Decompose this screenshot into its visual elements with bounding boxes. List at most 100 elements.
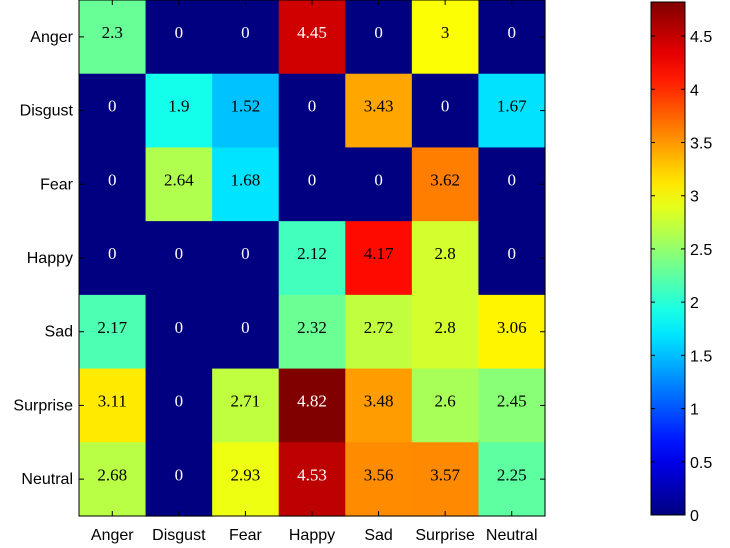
heatmap-cell-fear-neutral bbox=[478, 147, 546, 222]
heatmap-cell-happy-disgust bbox=[145, 221, 213, 296]
cell-value-label: 2.71 bbox=[231, 392, 261, 411]
heatmap-cell-surprise-sad bbox=[345, 368, 413, 443]
cell-value-label: 0 bbox=[308, 97, 317, 116]
cell-value-label: 0 bbox=[374, 170, 383, 189]
heatmap-cell-fear-anger bbox=[79, 147, 147, 222]
colorbar-tick-label: 4.5 bbox=[690, 29, 712, 46]
heatmap-cell-fear-fear bbox=[212, 147, 280, 222]
x-tick-label-happy: Happy bbox=[289, 527, 335, 544]
cell-value-label: 2.72 bbox=[364, 318, 394, 337]
heatmap-cell-anger-sad bbox=[345, 0, 413, 75]
heatmap-cell-happy-fear bbox=[212, 221, 280, 296]
cell-value-label: 0 bbox=[175, 244, 184, 263]
cell-value-label: 0 bbox=[507, 244, 516, 263]
y-tick-label-anger: Anger bbox=[30, 29, 73, 46]
cell-value-label: 0 bbox=[108, 170, 117, 189]
cell-value-label: 0 bbox=[175, 23, 184, 42]
cell-value-label: 3.57 bbox=[430, 465, 460, 484]
cell-value-label: 0 bbox=[241, 318, 250, 337]
heatmap-cell-happy-surprise bbox=[411, 221, 480, 296]
cell-value-label: 4.53 bbox=[297, 465, 327, 484]
heatmap-cell-sad-fear bbox=[212, 294, 280, 370]
cell-value-label: 3.06 bbox=[497, 318, 527, 337]
cell-value-label: 0 bbox=[507, 23, 516, 42]
cell-value-label: 1.68 bbox=[231, 170, 261, 189]
x-tick-label-fear: Fear bbox=[229, 527, 263, 544]
cell-value-label: 0 bbox=[175, 465, 184, 484]
heatmap-cell-disgust-sad bbox=[345, 73, 413, 149]
heatmap-cell-disgust-surprise bbox=[411, 73, 480, 149]
heatmap-cell-anger-anger bbox=[79, 0, 147, 75]
x-tick-label-disgust: Disgust bbox=[152, 527, 206, 544]
colorbar-tick-label: 0.5 bbox=[690, 455, 712, 472]
cell-value-label: 2.8 bbox=[435, 244, 456, 263]
cell-value-label: 0 bbox=[241, 23, 250, 42]
cell-value-label: 2.3 bbox=[102, 23, 123, 42]
cell-value-label: 0 bbox=[175, 318, 184, 337]
heatmap-cell-anger-surprise bbox=[411, 0, 480, 75]
heatmap-cell-labels: 2.3 0 0 4.45 0 3 0 0 1.9 1.52 0 3.43 0 1.67 0 2.64 1.68 0… bbox=[97, 23, 527, 484]
y-tick-label-neutral: Neutral bbox=[21, 471, 73, 488]
y-tick-label-sad: Sad bbox=[45, 324, 73, 341]
cell-value-label: 3.56 bbox=[364, 465, 394, 484]
heatmap-cell-happy-anger bbox=[79, 221, 147, 296]
cell-value-label: 2.6 bbox=[435, 392, 456, 411]
cell-value-label: 2.68 bbox=[97, 465, 127, 484]
cell-value-label: 3.43 bbox=[364, 97, 394, 116]
cell-value-label: 2.8 bbox=[435, 318, 456, 337]
heatmap-cell-disgust-happy bbox=[278, 73, 346, 149]
cell-value-label: 0 bbox=[241, 244, 250, 263]
heatmap-cell-neutral-disgust bbox=[145, 442, 213, 517]
y-tick-label-happy: Happy bbox=[27, 250, 73, 267]
heatmap-cell-happy-sad bbox=[345, 221, 413, 296]
colorbar-tick-label: 2.5 bbox=[690, 242, 712, 259]
cell-value-label: 2.17 bbox=[97, 318, 127, 337]
heatmap-cell-surprise-happy bbox=[278, 368, 346, 443]
y-tick-label-surprise: Surprise bbox=[13, 397, 73, 414]
x-axis: Anger Disgust Fear Happy Sad Surprise Neutral bbox=[91, 0, 538, 544]
heatmap-cell-sad-disgust bbox=[145, 294, 213, 370]
heatmap-cell-surprise-anger bbox=[79, 368, 147, 443]
x-tick-label-surprise: Surprise bbox=[415, 527, 475, 544]
heatmap-cell-sad-anger bbox=[79, 294, 147, 370]
cell-value-label: 1.67 bbox=[497, 97, 527, 116]
y-tick-label-fear: Fear bbox=[40, 176, 74, 193]
heatmap-cell-disgust-neutral bbox=[478, 73, 546, 149]
y-axis: Anger Disgust Fear Happy Sad Surprise Neutral bbox=[13, 29, 545, 488]
heatmap-cell-fear-disgust bbox=[145, 147, 213, 222]
colorbar-tick-label: 3 bbox=[690, 189, 699, 206]
heatmap-cell-neutral-surprise bbox=[411, 442, 480, 517]
heatmap-cell-fear-surprise bbox=[411, 147, 480, 222]
heatmap-cell-surprise-surprise bbox=[411, 368, 480, 443]
heatmap-cell-neutral-anger bbox=[79, 442, 147, 517]
cell-value-label: 4.45 bbox=[297, 23, 327, 42]
cell-value-label: 2.32 bbox=[297, 318, 327, 337]
x-tick-label-anger: Anger bbox=[91, 527, 134, 544]
heatmap-cell-anger-neutral bbox=[478, 0, 546, 75]
heatmap-cell-disgust-anger bbox=[79, 73, 147, 149]
heatmap-cell-fear-sad bbox=[345, 147, 413, 222]
cell-value-label: 2.64 bbox=[164, 170, 194, 189]
cell-value-label: 2.93 bbox=[231, 465, 261, 484]
heatmap-cell-neutral-fear bbox=[212, 442, 280, 517]
cell-value-label: 3.48 bbox=[364, 392, 394, 411]
heatmap-cell-anger-happy bbox=[278, 0, 346, 75]
cell-value-label: 0 bbox=[108, 97, 117, 116]
x-tick-label-neutral: Neutral bbox=[486, 527, 538, 544]
heatmap-cell-surprise-disgust bbox=[145, 368, 213, 443]
heatmap-cell-disgust-fear bbox=[212, 73, 280, 149]
cell-value-label: 0 bbox=[441, 97, 450, 116]
heatmap-cell-sad-sad bbox=[345, 294, 413, 370]
heatmap-cell-surprise-fear bbox=[212, 368, 280, 443]
cell-value-label: 0 bbox=[108, 244, 117, 263]
cell-value-label: 2.25 bbox=[497, 465, 527, 484]
heatmap-cell-neutral-happy bbox=[278, 442, 346, 517]
colorbar-tick-label: 3.5 bbox=[690, 135, 712, 152]
cell-value-label: 2.12 bbox=[297, 244, 327, 263]
cell-value-label: 4.17 bbox=[364, 244, 394, 263]
cell-value-label: 3.11 bbox=[98, 392, 127, 411]
heatmap-cell-fear-happy bbox=[278, 147, 346, 222]
cell-value-label: 3 bbox=[441, 23, 450, 42]
heatmap-cells bbox=[79, 0, 546, 517]
cell-value-label: 1.9 bbox=[168, 97, 189, 116]
